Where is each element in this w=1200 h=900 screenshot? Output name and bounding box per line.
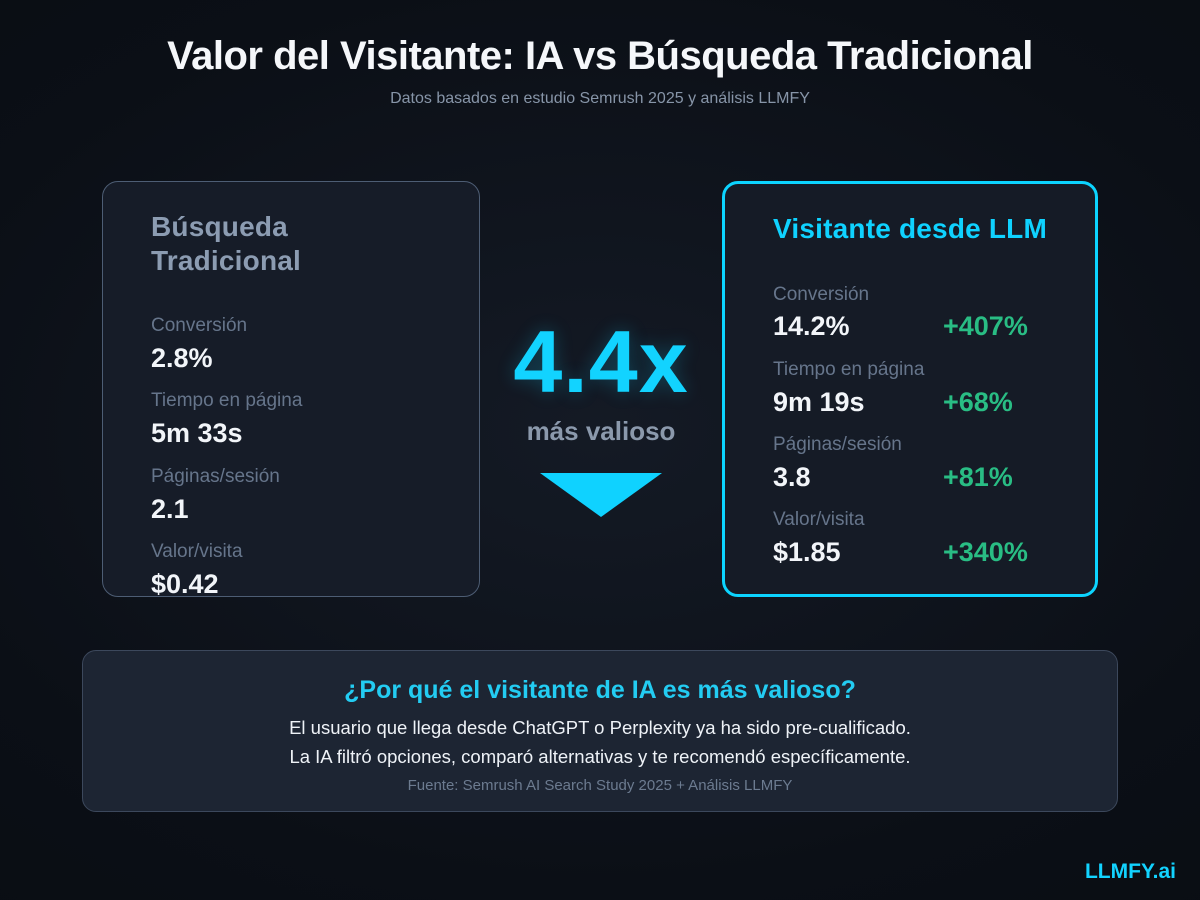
stat-delta: +81% bbox=[943, 461, 1013, 492]
why-box-title: ¿Por qué el visitante de IA es más valio… bbox=[344, 676, 856, 704]
brand-logo: LLMFY.ai bbox=[1084, 860, 1176, 883]
stat-conversion: Conversión 2.8% bbox=[151, 315, 431, 374]
arrow-down-icon bbox=[540, 472, 662, 517]
stat-time-on-page: Tiempo en página 5m 33s bbox=[151, 390, 431, 449]
stat-label: Valor/visita bbox=[773, 509, 865, 531]
stat-delta: +340% bbox=[943, 537, 1028, 568]
stat-value: $0.42 bbox=[151, 568, 219, 599]
stat-label: Conversión bbox=[151, 315, 248, 337]
stat-value: 9m 19s bbox=[773, 386, 865, 417]
stat-value: 3.8 bbox=[773, 461, 811, 492]
stat-value-per-visit: Valor/visita $1.85 +340% bbox=[773, 509, 1047, 568]
stat-label: Tiempo en página bbox=[151, 390, 303, 412]
stat-value: 2.8% bbox=[151, 343, 213, 374]
llm-visitor-card: Visitante desde LLM Conversión 14.2% +40… bbox=[722, 181, 1098, 597]
comparison-multiplier: 4.4x bbox=[513, 312, 689, 411]
stat-value: 2.1 bbox=[151, 493, 189, 524]
llm-card-title: Visitante desde LLM bbox=[773, 213, 1048, 244]
stat-label: Páginas/sesión bbox=[773, 434, 902, 456]
why-box-source: Fuente: Semrush AI Search Study 2025 + A… bbox=[407, 777, 793, 794]
comparison-caption: más valioso bbox=[526, 415, 676, 446]
stat-pages-per-session: Páginas/sesión 2.1 bbox=[151, 466, 431, 525]
comparison-block: 4.4x más valioso bbox=[480, 312, 722, 517]
stat-label: Páginas/sesión bbox=[151, 465, 280, 487]
stat-time-on-page: Tiempo en página 9m 19s +68% bbox=[773, 359, 1047, 418]
stat-value-per-visit: Valor/visita $0.42 bbox=[151, 541, 431, 600]
stat-delta: +407% bbox=[943, 311, 1028, 342]
traditional-card-title: Búsqueda Tradicional bbox=[151, 211, 302, 276]
stat-value: $1.85 bbox=[773, 537, 841, 568]
page-subtitle: Datos basados en estudio Semrush 2025 y … bbox=[390, 90, 810, 107]
stat-value: 5m 33s bbox=[151, 418, 243, 449]
stat-value: 14.2% bbox=[773, 311, 850, 342]
traditional-search-card: Búsqueda Tradicional Conversión 2.8% Tie… bbox=[102, 181, 480, 600]
why-explanation-box: ¿Por qué el visitante de IA es más valio… bbox=[82, 650, 1118, 812]
stat-delta: +68% bbox=[943, 386, 1013, 417]
why-box-line2: La IA filtró opciones, comparó alternati… bbox=[289, 746, 911, 767]
stat-label: Tiempo en página bbox=[773, 358, 925, 380]
stat-conversion: Conversión 14.2% +407% bbox=[773, 284, 1047, 343]
stat-label: Valor/visita bbox=[151, 540, 243, 562]
stat-label: Conversión bbox=[773, 283, 870, 305]
why-box-line1: El usuario que llega desde ChatGPT o Per… bbox=[289, 717, 911, 738]
stat-pages-per-session: Páginas/sesión 3.8 +81% bbox=[773, 434, 1047, 493]
page-title: Valor del Visitante: IA vs Búsqueda Trad… bbox=[167, 34, 1033, 78]
